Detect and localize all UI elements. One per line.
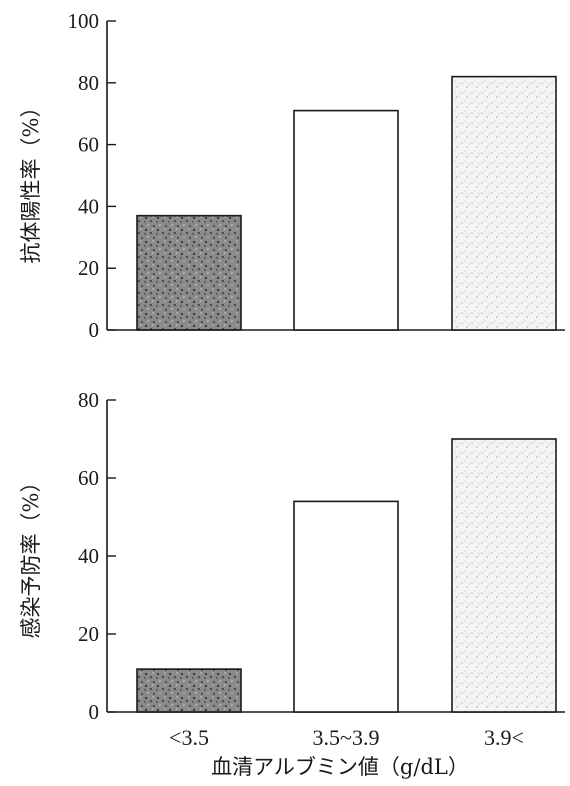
y-tick-label: 60 (78, 466, 99, 490)
bar-3 (451, 75, 557, 331)
x-axis-title: 血清アルブミン値（g/dL） (211, 755, 469, 779)
y-tick-label: 20 (78, 622, 99, 646)
bar-1 (136, 668, 242, 713)
y-tick-label: 40 (78, 194, 99, 218)
bar-1 (136, 214, 242, 331)
chart-panel-prevention: 0 20 40 60 80 <3.5 3.5~3.9 3.9< 感染予防率（%） 血清アルブミ… (19, 388, 565, 779)
x-tick-label: <3.5 (169, 725, 209, 750)
y-tick-label: 80 (78, 71, 99, 95)
y-tick-label: 0 (89, 700, 100, 724)
y-axis-title: 感染予防率（%） (19, 472, 43, 639)
y-axis-title: 抗体陽性率（%） (19, 97, 43, 264)
y-tick-label: 80 (78, 388, 99, 412)
bar-2 (293, 500, 399, 713)
x-tick-label: 3.5~3.9 (313, 725, 380, 750)
y-tick-label: 100 (68, 9, 100, 33)
x-tick-label: 3.9< (484, 725, 524, 750)
bar-3 (451, 438, 557, 713)
chart-panel-antibody: 0 20 40 60 80 100 抗体陽性率（%） (19, 9, 565, 342)
y-tick-label: 60 (78, 133, 99, 157)
bar-2 (293, 109, 399, 331)
y-tick-label: 40 (78, 544, 99, 568)
y-tick-label: 20 (78, 256, 99, 280)
y-tick-label: 0 (89, 318, 100, 342)
